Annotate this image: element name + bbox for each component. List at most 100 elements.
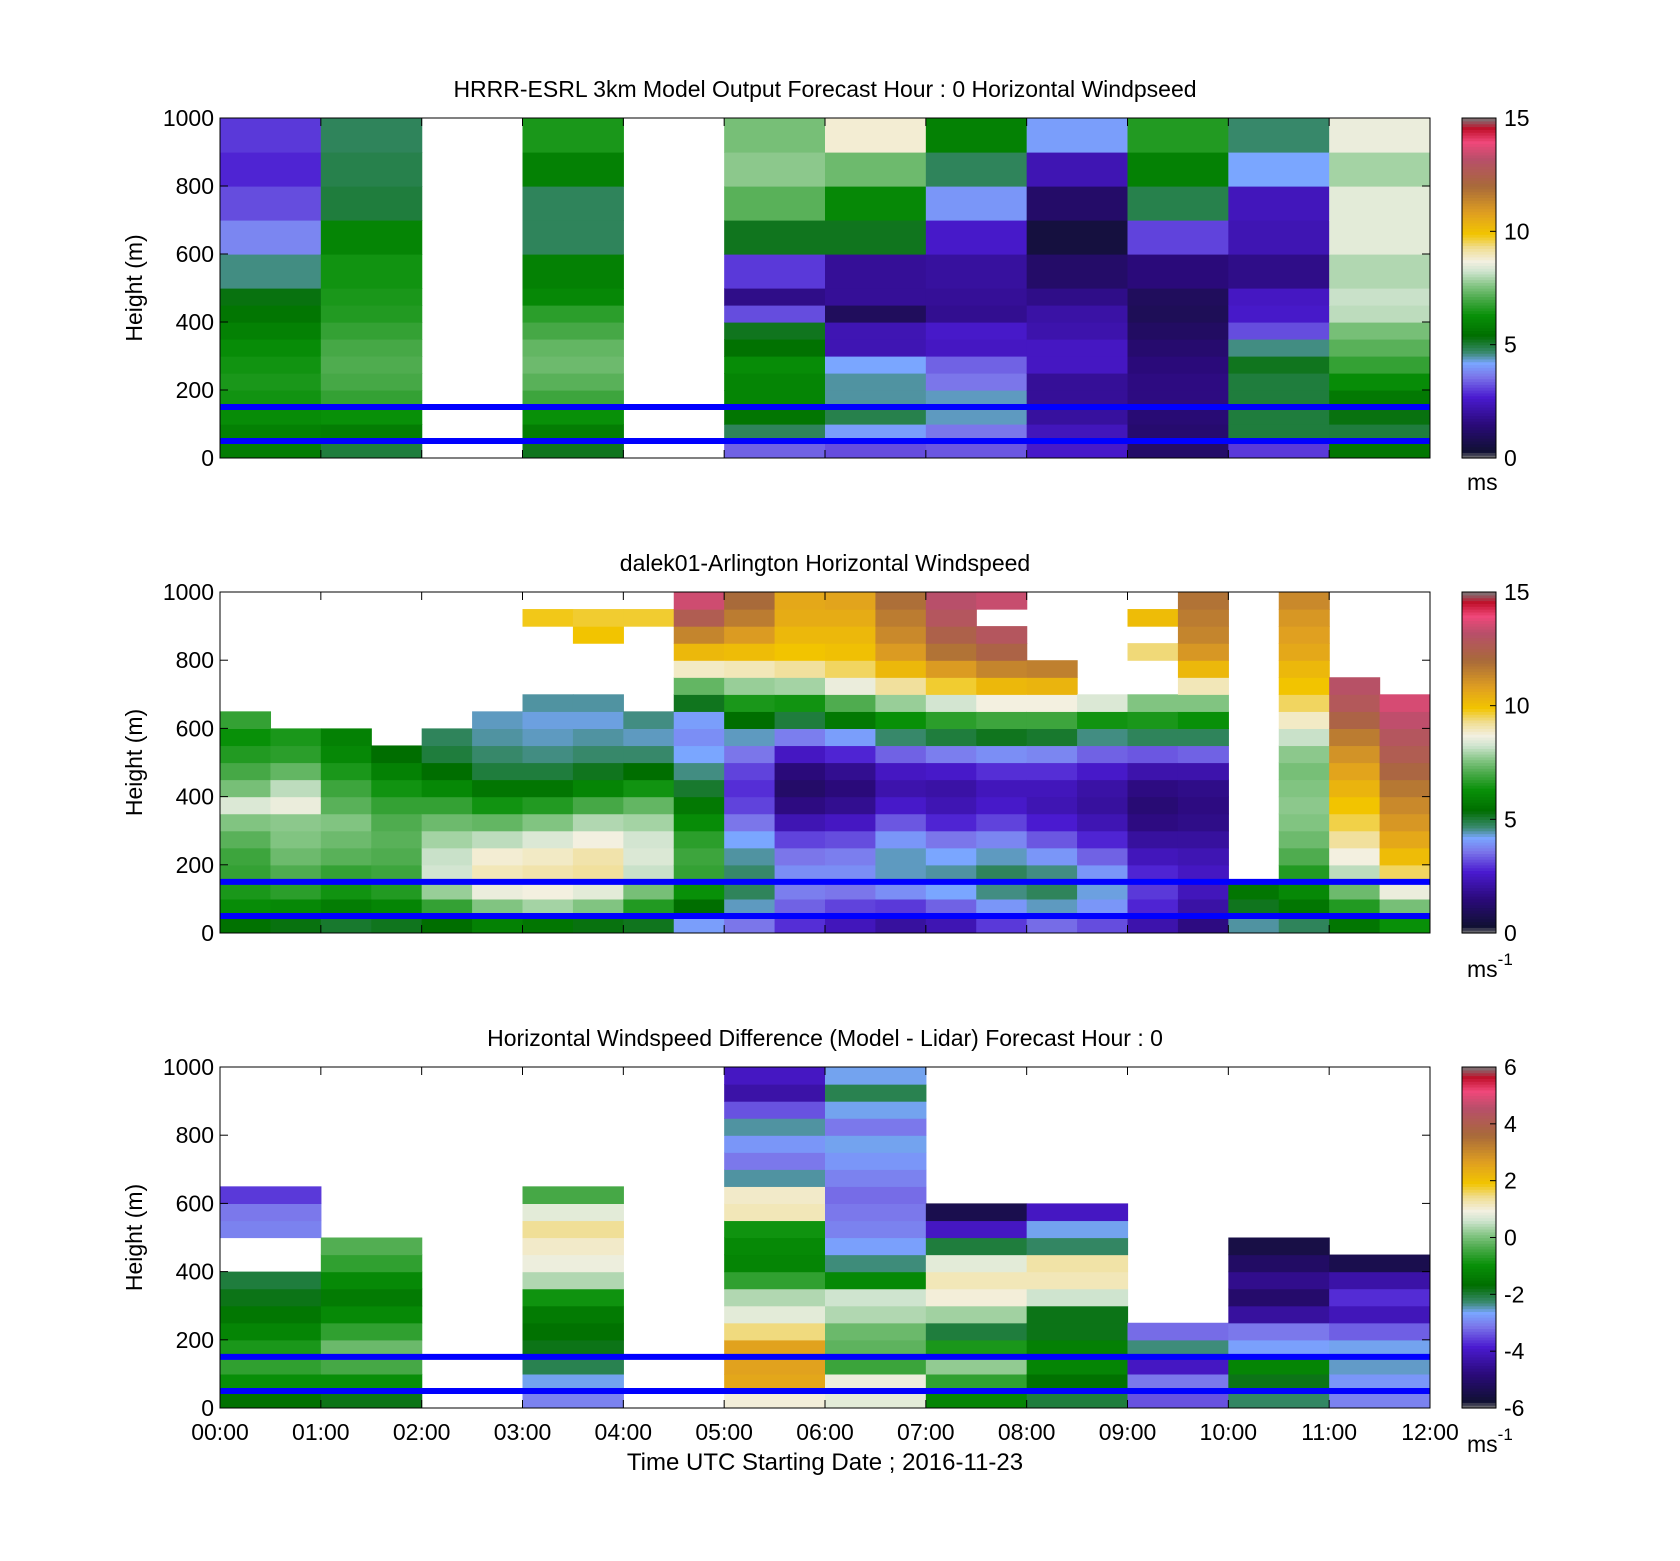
heatmap-cell bbox=[1026, 1203, 1129, 1222]
heatmap-cell bbox=[724, 609, 776, 627]
heatmap-cell bbox=[825, 407, 927, 425]
heatmap-cell bbox=[1329, 407, 1430, 425]
heatmap-cell bbox=[220, 881, 272, 900]
heatmap-cell bbox=[1379, 881, 1430, 900]
colorbar-segment bbox=[1462, 708, 1496, 712]
colorbar-segment bbox=[1462, 597, 1496, 602]
colorbar-segment bbox=[1462, 1237, 1496, 1241]
heatmap-cell bbox=[774, 728, 826, 747]
colorbar-segment bbox=[1462, 203, 1496, 207]
colorbar-segment bbox=[1462, 302, 1496, 306]
heatmap-cell bbox=[724, 1152, 826, 1170]
heatmap-cell bbox=[421, 779, 473, 798]
heatmap-cell bbox=[1026, 1288, 1129, 1307]
colorbar-segment bbox=[1462, 279, 1496, 283]
heatmap-cell bbox=[925, 322, 1028, 340]
heatmap-cell bbox=[1026, 830, 1078, 849]
heatmap-cell bbox=[1177, 745, 1229, 764]
heatmap-cell bbox=[1127, 847, 1179, 866]
heatmap-cell bbox=[875, 915, 927, 933]
heatmap-cell bbox=[522, 1288, 624, 1307]
colorbar-segment bbox=[1462, 674, 1496, 678]
heatmap-cell bbox=[925, 373, 1028, 391]
heatmap-cell bbox=[1177, 592, 1229, 610]
colorbar-segment bbox=[1462, 1396, 1496, 1401]
colorbar-segment bbox=[1462, 1169, 1496, 1173]
heatmap-cell bbox=[825, 830, 877, 849]
heatmap-cell bbox=[220, 847, 272, 866]
heatmap-cell bbox=[1127, 915, 1179, 933]
colorbar-segment bbox=[1462, 288, 1496, 292]
colorbar-segment bbox=[1462, 665, 1496, 670]
heatmap-cell bbox=[724, 373, 826, 391]
heatmap-cell bbox=[724, 288, 826, 306]
colorbar-segment bbox=[1462, 830, 1496, 835]
colorbar-segment bbox=[1462, 336, 1496, 340]
heatmap-cell bbox=[1329, 1288, 1430, 1307]
heatmap-cell bbox=[522, 322, 624, 340]
y-tick-label: 0 bbox=[201, 1395, 214, 1421]
colorbar-segment bbox=[1462, 1385, 1496, 1389]
colorbar-segment bbox=[1462, 347, 1496, 351]
heatmap-cell bbox=[1329, 1271, 1430, 1290]
colorbar-segment bbox=[1462, 174, 1496, 179]
heatmap-cell bbox=[976, 779, 1028, 798]
heatmap-cell bbox=[1177, 609, 1229, 627]
heatmap-cell bbox=[1026, 1339, 1129, 1358]
heatmap-cell bbox=[774, 762, 826, 781]
colorbar-segment bbox=[1462, 1314, 1496, 1318]
heatmap-cell bbox=[320, 762, 372, 781]
colorbar-segment bbox=[1462, 285, 1496, 289]
heatmap-cell bbox=[371, 898, 423, 917]
colorbar-segment bbox=[1462, 620, 1496, 624]
colorbar-segment bbox=[1462, 435, 1496, 439]
heatmap-cell bbox=[925, 1339, 1028, 1358]
heatmap-cell bbox=[1278, 881, 1330, 900]
colorbar-segment bbox=[1462, 381, 1496, 385]
colorbar-segment bbox=[1462, 1251, 1496, 1256]
heatmap-cell bbox=[320, 390, 423, 408]
colorbar-segment bbox=[1462, 1226, 1496, 1230]
colorbar-segment bbox=[1462, 1325, 1496, 1330]
heatmap-cell bbox=[572, 626, 624, 644]
heatmap-cell bbox=[724, 152, 826, 187]
heatmap-cell bbox=[875, 643, 927, 661]
heatmap-cell bbox=[1127, 864, 1179, 883]
heatmap-cell bbox=[522, 1322, 624, 1341]
heatmap-cell bbox=[522, 796, 574, 815]
colorbar-segment bbox=[1462, 1183, 1496, 1187]
heatmap-cell bbox=[1278, 745, 1330, 764]
colorbar-segment bbox=[1462, 904, 1496, 909]
heatmap-cell bbox=[976, 592, 1028, 610]
heatmap-cell bbox=[774, 915, 826, 933]
panel-title: dalek01-Arlington Horizontal Windspeed bbox=[620, 550, 1030, 576]
colorbar-segment bbox=[1462, 188, 1496, 193]
heatmap-cell bbox=[1127, 254, 1229, 289]
heatmap-cell bbox=[1228, 1339, 1330, 1358]
heatmap-cell bbox=[724, 1237, 826, 1256]
heatmap-cell bbox=[825, 813, 877, 832]
heatmap-cells bbox=[220, 592, 1430, 933]
heatmap-cell bbox=[1177, 711, 1229, 729]
heatmap-cell bbox=[875, 779, 927, 798]
heatmap-cell bbox=[220, 864, 272, 883]
colorbar-segment bbox=[1462, 1152, 1496, 1156]
colorbar-segment bbox=[1462, 1067, 1496, 1071]
heatmap-cell bbox=[1228, 339, 1330, 357]
y-tick-label: 600 bbox=[176, 1190, 214, 1216]
heatmap-cell bbox=[522, 356, 624, 374]
colorbar-segment bbox=[1462, 1371, 1496, 1375]
heatmap-cell bbox=[1026, 322, 1129, 340]
colorbar-segment bbox=[1462, 765, 1496, 769]
colorbar-segment bbox=[1462, 401, 1496, 405]
colorbar-segment bbox=[1462, 1393, 1496, 1398]
heatmap-cell bbox=[1026, 1254, 1129, 1273]
heatmap-cell bbox=[925, 626, 977, 644]
colorbar-segment bbox=[1462, 305, 1496, 309]
colorbar-segment bbox=[1462, 1336, 1496, 1341]
colorbar-segment bbox=[1462, 1140, 1496, 1145]
heatmap-cell bbox=[1329, 322, 1430, 340]
heatmap-cell bbox=[522, 152, 624, 187]
colorbar-segment bbox=[1462, 634, 1496, 639]
heatmap-cell bbox=[623, 881, 675, 900]
